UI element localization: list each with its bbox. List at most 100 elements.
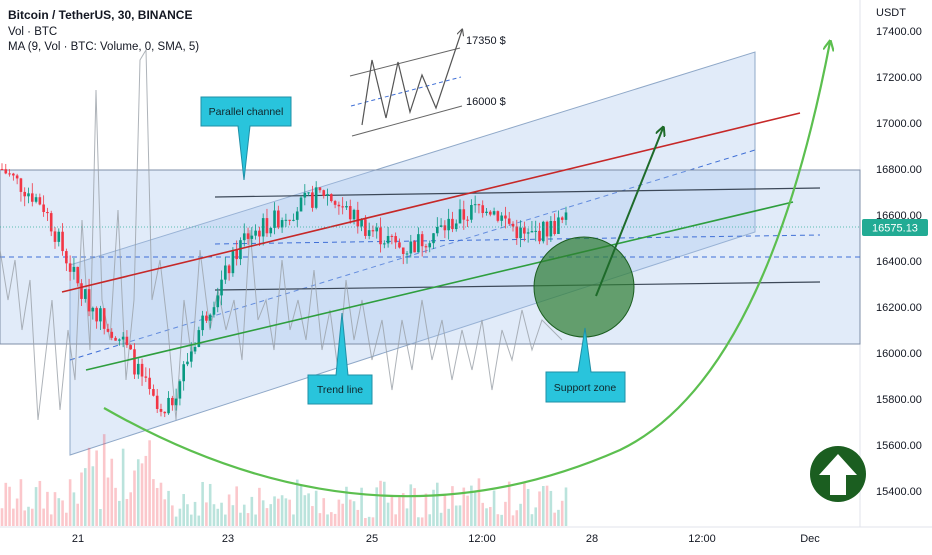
candle-body bbox=[189, 351, 193, 362]
volume-bar bbox=[557, 509, 560, 526]
volume-bar bbox=[352, 501, 356, 526]
volume-bar bbox=[57, 498, 61, 526]
volume-bar bbox=[549, 490, 553, 526]
volume-bar bbox=[227, 494, 231, 526]
candle-body bbox=[526, 232, 530, 234]
volume-bar bbox=[114, 487, 117, 526]
volume-bar bbox=[288, 499, 291, 526]
candle-body bbox=[436, 226, 439, 234]
volume-bar bbox=[458, 505, 462, 526]
candle-body bbox=[443, 225, 447, 231]
candle-body bbox=[163, 411, 167, 414]
volume-bar bbox=[500, 514, 503, 526]
candle-body bbox=[473, 204, 477, 206]
volume-bar bbox=[307, 493, 310, 526]
volume-bar bbox=[46, 491, 49, 526]
candle-body bbox=[265, 218, 269, 234]
candle-body bbox=[488, 211, 492, 215]
breakout-arrow bbox=[595, 128, 663, 297]
candle-body bbox=[254, 230, 257, 236]
support-zone-callout[interactable]: Support zone bbox=[545, 327, 626, 403]
volume-bar bbox=[189, 514, 193, 526]
volume-bars bbox=[0, 434, 568, 526]
volume-bar bbox=[220, 502, 223, 526]
volume-bar bbox=[545, 485, 549, 526]
volume-bar bbox=[530, 514, 534, 526]
volume-bar bbox=[511, 515, 515, 526]
volume-bar bbox=[23, 510, 27, 526]
volume-bar bbox=[333, 513, 337, 526]
price-tick-label: 17400.00 bbox=[876, 26, 922, 38]
price-axis[interactable]: 17400.0017200.0017000.0016800.0016600.00… bbox=[876, 26, 922, 498]
volume-bar bbox=[534, 507, 538, 526]
candle-body bbox=[462, 209, 466, 220]
volume-bar bbox=[91, 466, 95, 526]
candle-body bbox=[447, 218, 450, 231]
volume-bar bbox=[451, 486, 454, 526]
candle-body bbox=[451, 218, 454, 230]
candle-body bbox=[375, 227, 379, 232]
candle-body bbox=[401, 247, 405, 254]
volume-bar bbox=[496, 514, 500, 526]
volume-bar bbox=[466, 495, 469, 526]
candle-body bbox=[496, 211, 500, 221]
volume-bar bbox=[330, 512, 333, 526]
candle-body bbox=[390, 235, 394, 237]
candle-body bbox=[345, 206, 348, 208]
volume-bar bbox=[443, 494, 447, 526]
candle-body bbox=[159, 408, 163, 412]
candle-body bbox=[541, 221, 545, 242]
volume-bar bbox=[394, 514, 397, 526]
candle-body bbox=[220, 279, 223, 296]
candle-body bbox=[42, 204, 45, 212]
time-axis[interactable]: 21 23 25 12:00 28 12:00 Dec bbox=[72, 533, 820, 545]
volume-indicator-label[interactable]: Vol · BTC bbox=[8, 26, 58, 38]
candle-body bbox=[34, 197, 38, 202]
volume-bar bbox=[193, 501, 197, 526]
trend-line-callout[interactable]: Trend line bbox=[307, 312, 373, 405]
parallel-channel-callout[interactable]: Parallel channel bbox=[200, 96, 292, 181]
volume-bar bbox=[167, 490, 170, 526]
volume-bar bbox=[454, 505, 458, 526]
volume-bar bbox=[507, 481, 511, 526]
volume-bar bbox=[72, 492, 76, 526]
volume-bar bbox=[269, 504, 273, 526]
candle-body bbox=[439, 225, 443, 227]
volume-bar bbox=[447, 508, 450, 526]
volume-bar bbox=[265, 508, 269, 526]
volume-bar bbox=[477, 478, 481, 526]
volume-bar bbox=[417, 517, 420, 526]
candle-body bbox=[303, 192, 307, 198]
candle-body bbox=[322, 190, 326, 196]
volume-bar bbox=[38, 480, 42, 526]
candle-body bbox=[197, 330, 201, 348]
candle-body bbox=[333, 201, 337, 205]
volume-bar bbox=[8, 486, 11, 526]
volume-bar bbox=[87, 447, 91, 526]
candlesticks bbox=[0, 163, 568, 418]
candle-body bbox=[106, 328, 110, 332]
volume-bar bbox=[462, 487, 466, 526]
candle-body bbox=[0, 169, 4, 170]
volume-bar bbox=[140, 463, 144, 526]
volume-bar bbox=[337, 499, 341, 526]
volume-bar bbox=[121, 448, 125, 526]
volume-bar bbox=[348, 499, 352, 526]
candle-body bbox=[46, 211, 49, 214]
ma-indicator-label[interactable]: MA (9, Vol · BTC: Volume, 0, SMA, 5) bbox=[8, 41, 200, 53]
candle-body bbox=[15, 175, 19, 179]
candle-body bbox=[398, 242, 401, 248]
volume-bar bbox=[99, 509, 102, 526]
candle-body bbox=[205, 315, 208, 321]
mini-channel-top-label: 17350 $ bbox=[466, 35, 506, 47]
candle-body bbox=[534, 230, 538, 232]
mini-channel-bottom-label: 16000 $ bbox=[466, 96, 506, 108]
candle-body bbox=[121, 336, 125, 340]
volume-bar bbox=[65, 512, 68, 526]
volume-bar bbox=[428, 514, 432, 526]
volume-bar bbox=[212, 504, 216, 526]
symbol-title[interactable]: Bitcoin / TetherUS, 30, BINANCE bbox=[8, 8, 193, 22]
volume-bar bbox=[30, 508, 34, 526]
